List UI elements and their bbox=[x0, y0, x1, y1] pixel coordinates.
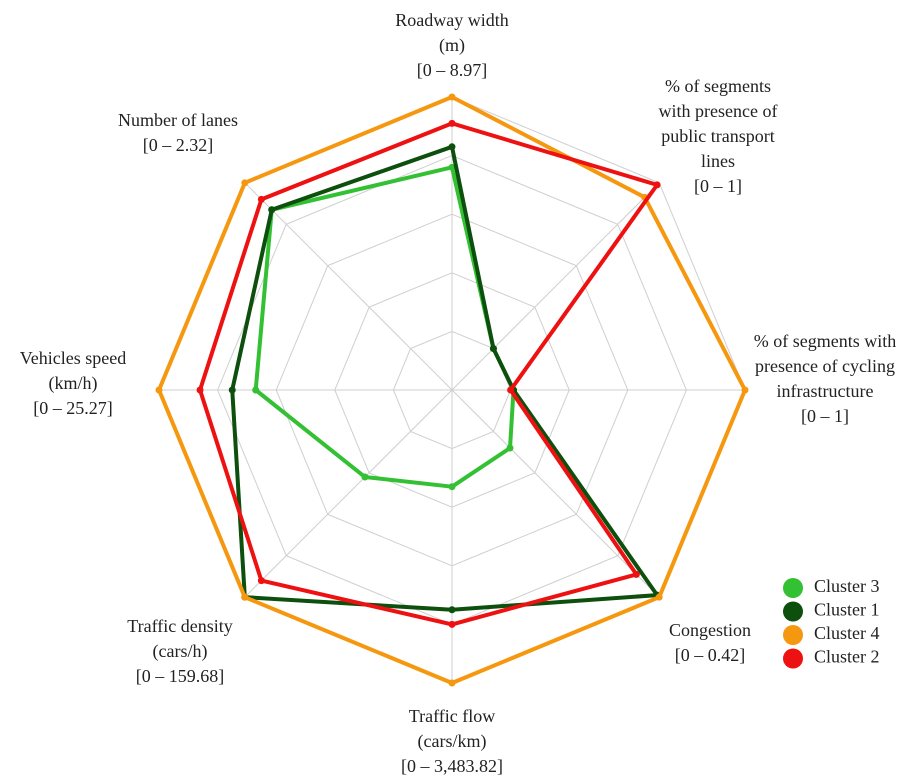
series-line bbox=[230, 144, 660, 612]
point bbox=[448, 143, 456, 151]
axis-label: Number of lanes bbox=[118, 110, 238, 130]
point bbox=[268, 206, 276, 214]
axis-label: [0 – 1] bbox=[801, 406, 849, 426]
legend-swatch bbox=[783, 578, 803, 598]
point bbox=[241, 179, 249, 187]
axis-label: with presence of bbox=[659, 101, 778, 121]
axis-label: % of segments with bbox=[754, 331, 896, 351]
point bbox=[252, 386, 260, 394]
spoke bbox=[244, 182, 453, 391]
axis-label: Congestion bbox=[669, 620, 751, 640]
point bbox=[228, 386, 236, 394]
point bbox=[448, 119, 456, 127]
axis-label: (km/h) bbox=[49, 373, 98, 394]
axis-label: infrastructure bbox=[777, 381, 874, 401]
point bbox=[155, 386, 163, 394]
point bbox=[655, 593, 663, 601]
axis-label: lines bbox=[701, 151, 735, 171]
point bbox=[361, 473, 369, 481]
axis-label: Roadway width bbox=[395, 10, 508, 30]
point bbox=[632, 570, 640, 578]
point bbox=[448, 483, 456, 491]
axis-label: Traffic flow bbox=[409, 706, 496, 726]
point bbox=[653, 181, 661, 189]
point bbox=[507, 386, 515, 394]
legend-swatch bbox=[783, 601, 803, 622]
axis-label: [0 – 25.27] bbox=[33, 398, 113, 418]
spoke bbox=[451, 389, 660, 598]
legend-swatch bbox=[783, 648, 803, 669]
axis-label: [0 – 1] bbox=[694, 176, 742, 196]
axis-label: (m) bbox=[439, 35, 465, 56]
spoke bbox=[244, 389, 453, 598]
point bbox=[257, 577, 265, 585]
axis-label: [0 – 3,483.82] bbox=[401, 756, 503, 775]
legend-label: Cluster 1 bbox=[814, 600, 880, 620]
legend-label: Cluster 3 bbox=[814, 576, 880, 596]
series-line bbox=[198, 121, 660, 627]
point bbox=[448, 93, 456, 101]
point bbox=[196, 386, 204, 394]
point bbox=[506, 444, 514, 452]
axis-label: Traffic density bbox=[127, 616, 233, 636]
axis-label: % of segments bbox=[665, 76, 771, 96]
spoke bbox=[451, 182, 660, 391]
legend-swatch bbox=[783, 625, 803, 645]
point bbox=[448, 163, 456, 171]
axis-label: presence of cycling bbox=[755, 356, 895, 376]
point bbox=[448, 679, 456, 687]
axis-label: [0 – 159.68] bbox=[136, 666, 225, 686]
axis-label: public transport bbox=[661, 126, 774, 146]
axis-label: [0 – 8.97] bbox=[417, 60, 488, 80]
point bbox=[257, 195, 265, 203]
point bbox=[489, 345, 497, 353]
point bbox=[741, 386, 749, 394]
axis-label: (cars/h) bbox=[153, 641, 208, 662]
axis-label: [0 – 2.32] bbox=[143, 135, 214, 155]
point bbox=[448, 620, 456, 628]
point bbox=[241, 593, 249, 601]
point bbox=[448, 606, 456, 614]
axis-label: Vehicles speed bbox=[20, 348, 126, 368]
legend-label: Cluster 4 bbox=[814, 623, 880, 643]
axis-label: [0 – 0.42] bbox=[675, 645, 746, 665]
legend-label: Cluster 2 bbox=[814, 647, 880, 667]
axis-label: (cars/km) bbox=[418, 731, 487, 752]
